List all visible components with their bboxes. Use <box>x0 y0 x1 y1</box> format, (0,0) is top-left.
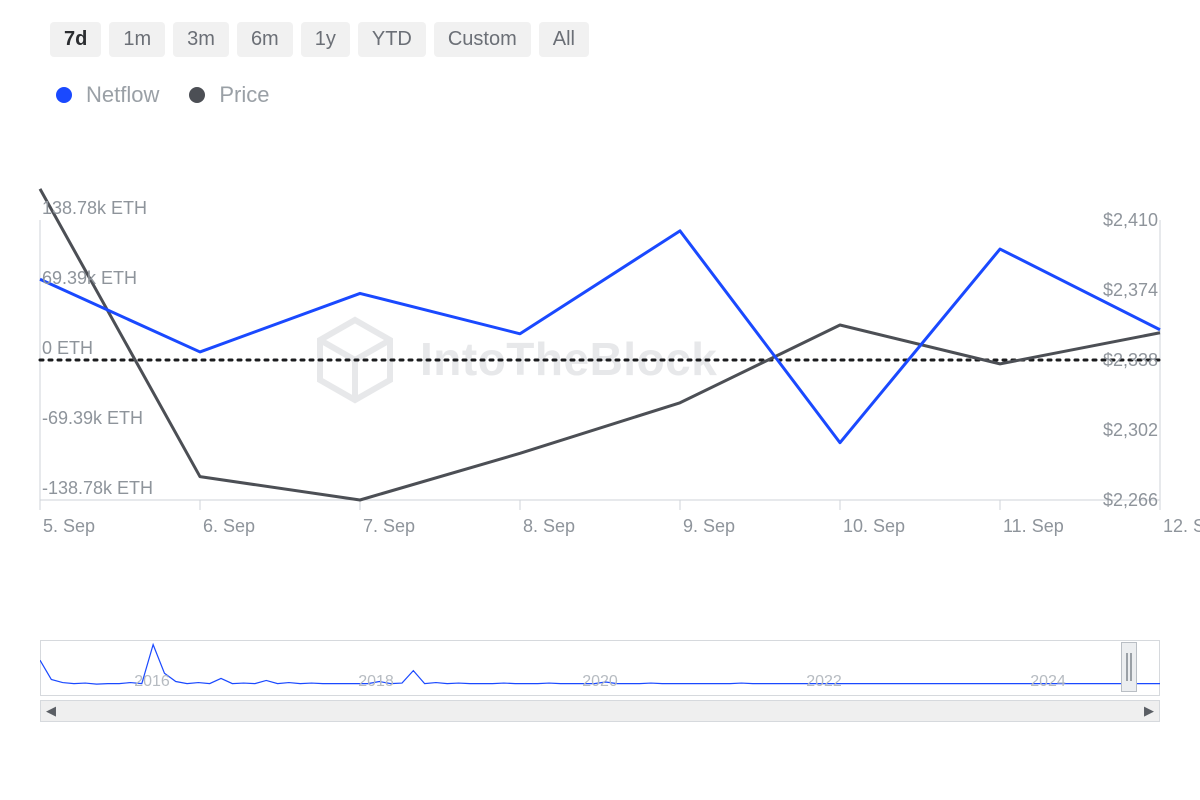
legend-dot-netflow <box>56 87 72 103</box>
legend-label-netflow: Netflow <box>86 82 159 108</box>
range-ytd[interactable]: YTD <box>358 22 426 57</box>
range-7d[interactable]: 7d <box>50 22 101 57</box>
navigator-scrollbar[interactable]: ◀ ▶ <box>40 700 1160 722</box>
y-right-tick-label: $2,302 <box>1103 420 1158 440</box>
y-left-tick-label: 138.78k ETH <box>42 198 147 218</box>
y-left-tick-label: -69.39k ETH <box>42 408 143 428</box>
y-right-tick-label: $2,374 <box>1103 280 1158 300</box>
y-right-tick-label: $2,266 <box>1103 490 1158 510</box>
x-tick-label: 12. Sep <box>1163 516 1200 536</box>
y-right-labels: $2,410 $2,374 $2,338 $2,302 $2,266 <box>1103 210 1158 510</box>
y-right-tick-label: $2,338 <box>1103 350 1158 370</box>
range-1m[interactable]: 1m <box>109 22 165 57</box>
main-chart: IntoTheBlock 138.78k ETH69.39k ETH0 ETH-… <box>40 180 1160 580</box>
legend-label-price: Price <box>219 82 269 108</box>
x-labels: 5. Sep 6. Sep 7. Sep 8. Sep 9. Sep 10. Sep 11.… <box>43 516 1200 536</box>
range-3m[interactable]: 3m <box>173 22 229 57</box>
chart-svg: IntoTheBlock 138.78k ETH69.39k ETH0 ETH-… <box>40 180 1160 580</box>
x-ticks <box>40 500 1160 510</box>
y-right-tick-label: $2,410 <box>1103 210 1158 230</box>
navigator-year-label: 2022 <box>806 673 842 690</box>
navigator-year-label: 2016 <box>134 673 170 690</box>
range-all[interactable]: All <box>539 22 589 57</box>
chart-legend: Netflow Price <box>56 82 269 108</box>
range-navigator[interactable]: 2016 2018 2020 2022 2024 ◀ ▶ <box>40 640 1160 730</box>
scroll-right-icon[interactable]: ▶ <box>1139 701 1159 721</box>
y-left-tick-label: -138.78k ETH <box>42 478 153 498</box>
navigator-handle[interactable] <box>1121 642 1137 692</box>
scroll-left-icon[interactable]: ◀ <box>41 701 61 721</box>
y-left-tick-label: 0 ETH <box>42 338 93 358</box>
navigator-svg: 2016 2018 2020 2022 2024 <box>40 640 1160 700</box>
x-tick-label: 8. Sep <box>523 516 575 536</box>
legend-dot-price <box>189 87 205 103</box>
x-tick-label: 6. Sep <box>203 516 255 536</box>
navigator-year-label: 2024 <box>1030 673 1066 690</box>
time-range-selector: 7d 1m 3m 6m 1y YTD Custom All <box>50 22 589 57</box>
navigator-year-label: 2018 <box>358 673 394 690</box>
legend-item-price[interactable]: Price <box>189 82 269 108</box>
range-1y[interactable]: 1y <box>301 22 350 57</box>
navigator-labels: 2016 2018 2020 2022 2024 <box>134 673 1066 690</box>
x-tick-label: 11. Sep <box>1003 516 1064 536</box>
x-tick-label: 5. Sep <box>43 516 95 536</box>
x-tick-label: 7. Sep <box>363 516 415 536</box>
legend-item-netflow[interactable]: Netflow <box>56 82 159 108</box>
y-left-labels: 138.78k ETH 69.39k ETH 0 ETH -69.39k ETH -13… <box>42 198 153 498</box>
range-6m[interactable]: 6m <box>237 22 293 57</box>
x-tick-label: 9. Sep <box>683 516 735 536</box>
x-tick-label: 10. Sep <box>843 516 905 536</box>
y-left-tick-label: 69.39k ETH <box>42 268 137 288</box>
range-custom[interactable]: Custom <box>434 22 531 57</box>
navigator-year-label: 2020 <box>582 673 618 690</box>
